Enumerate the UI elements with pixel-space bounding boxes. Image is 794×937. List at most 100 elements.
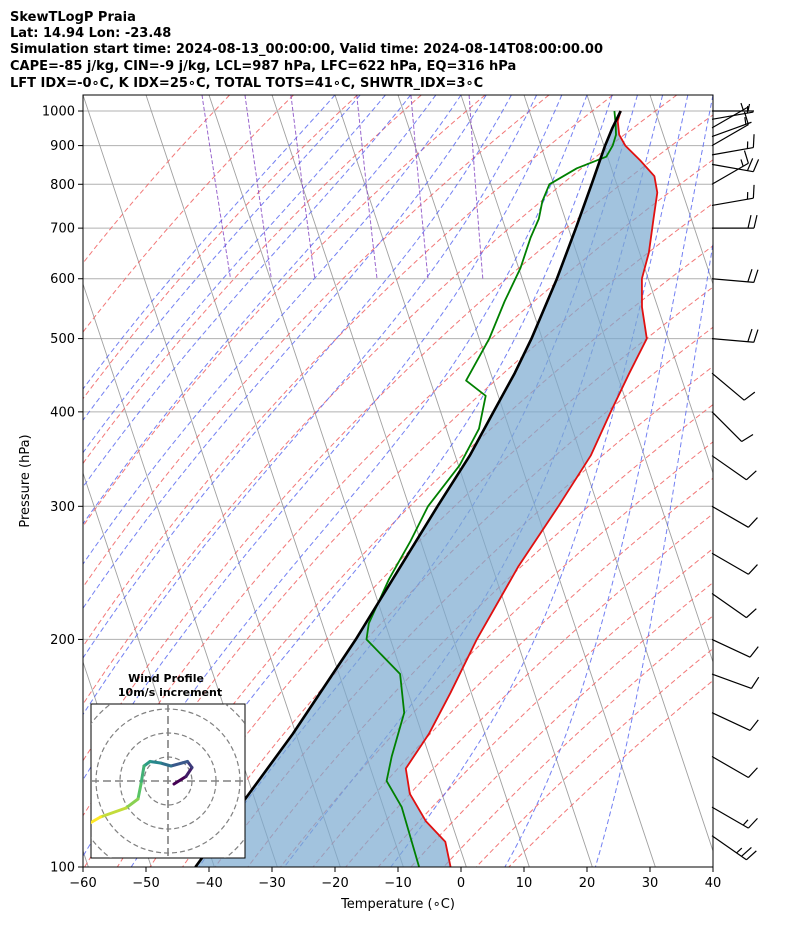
y-tick-label: 900 xyxy=(50,139,75,154)
barb-flag xyxy=(752,159,760,172)
dry-adiabat-line xyxy=(475,647,713,867)
mixing-ratio-line xyxy=(290,95,316,279)
barb-flag xyxy=(741,846,752,857)
x-axis-label: Temperature (∘C) xyxy=(340,897,455,912)
hodograph-segment xyxy=(139,764,146,786)
wind-barb xyxy=(711,806,758,829)
y-tick-label: 300 xyxy=(50,500,75,515)
wind-barb xyxy=(711,158,760,173)
x-tick-label: 10 xyxy=(516,876,533,891)
chart-title: SkewTLogP Praia xyxy=(10,10,136,25)
moist-adiabat-line xyxy=(504,95,713,867)
barb-staff xyxy=(711,162,749,185)
y-tick-label: 100 xyxy=(50,861,75,876)
moist-adiabat-line xyxy=(390,95,689,867)
wind-barb xyxy=(711,505,758,528)
barb-flag xyxy=(749,646,759,658)
x-tick-label: 40 xyxy=(705,876,722,891)
barb-flag xyxy=(753,269,759,283)
y-tick-label: 700 xyxy=(50,222,75,237)
barb-half-flag xyxy=(736,847,743,854)
wind-barb xyxy=(711,411,754,443)
barb-staff xyxy=(711,455,747,481)
wind-barb xyxy=(711,712,759,731)
moist-adiabat-line xyxy=(83,95,487,610)
mixing-ratio-line xyxy=(356,95,378,279)
wind-barb xyxy=(711,117,752,138)
barb-staff xyxy=(711,593,747,619)
wind-barb xyxy=(712,214,758,229)
moist-adiabat-line xyxy=(83,95,512,659)
dry-adiabat-line xyxy=(83,95,294,333)
wind-barb xyxy=(711,372,756,401)
wind-barb xyxy=(711,673,760,689)
isotherm-line xyxy=(649,95,713,286)
dry-adiabat-line xyxy=(83,95,550,588)
hodograph-segment xyxy=(148,760,162,765)
wind-barb xyxy=(711,134,755,156)
dry-adiabat-line xyxy=(83,95,614,648)
barb-half-flag xyxy=(742,819,749,826)
y-tick-label: 500 xyxy=(50,332,75,347)
barb-staff xyxy=(711,278,754,283)
wind-barbs xyxy=(711,102,760,861)
cin-area xyxy=(195,111,658,867)
y-tick-label: 200 xyxy=(50,633,75,648)
wind-barb xyxy=(711,552,758,575)
barb-flag xyxy=(753,329,759,343)
barb-staff xyxy=(711,806,749,829)
mixing-ratio-line xyxy=(410,95,429,279)
wind-barb xyxy=(711,328,759,343)
barb-flag xyxy=(743,391,756,401)
y-tick-label: 1000 xyxy=(42,105,75,120)
barb-staff xyxy=(711,337,754,343)
barb-flag xyxy=(746,850,757,861)
barb-flag xyxy=(746,470,757,481)
barb-flag xyxy=(747,268,753,283)
barb-staff xyxy=(711,372,745,401)
barb-flag xyxy=(749,719,759,731)
barb-staff xyxy=(711,638,751,658)
barb-flag xyxy=(743,150,749,164)
y-axis: 1000 900 800 700 600 500 400 300 200 100 xyxy=(42,105,83,876)
mixing-ratio-line xyxy=(201,95,231,279)
mixing-ratio-line xyxy=(468,95,484,279)
dry-adiabat-line xyxy=(83,95,230,264)
x-tick-label: 30 xyxy=(642,876,659,891)
x-tick-label: 0 xyxy=(457,876,465,891)
x-tick-label: −50 xyxy=(132,876,159,891)
barb-staff xyxy=(711,163,754,173)
barb-flag xyxy=(741,433,754,443)
barb-staff xyxy=(711,124,749,147)
x-tick-label: −10 xyxy=(384,876,411,891)
wind-barb xyxy=(711,593,757,619)
inset-subtitle: 10m/s increment xyxy=(118,686,222,699)
barb-half-flag xyxy=(744,117,747,125)
x-tick-label: −20 xyxy=(321,876,348,891)
barb-flag xyxy=(752,184,755,199)
y-tick-label: 600 xyxy=(50,272,75,287)
hodograph-segment xyxy=(159,761,173,768)
barb-half-flag xyxy=(740,159,744,167)
moist-adiabat-line xyxy=(83,95,563,781)
barb-flag xyxy=(747,817,758,829)
dry-adiabat-line xyxy=(410,581,713,867)
x-tick-label: −40 xyxy=(195,876,222,891)
barb-staff xyxy=(711,106,749,129)
wind-barb xyxy=(711,835,757,861)
barb-flag xyxy=(747,767,758,778)
barb-flag xyxy=(747,328,753,342)
y-axis-label: Pressure (hPa) xyxy=(18,434,33,527)
wind-barb xyxy=(711,268,759,283)
location-line: Lat: 14.94 Lon: -23.48 xyxy=(10,26,171,41)
x-axis: −60 −50 −40 −30 −20 −10 0 10 20 30 40 xyxy=(69,867,721,891)
barb-flag xyxy=(743,111,749,125)
wind-barb xyxy=(711,111,749,147)
inset-title: Wind Profile xyxy=(128,672,204,685)
moist-adiabat-line xyxy=(130,95,613,867)
isotherm-line xyxy=(271,95,530,867)
dry-adiabat-line xyxy=(443,615,713,867)
barb-staff xyxy=(711,146,754,156)
cape-line: CAPE=-85 j/kg, CIN=-9 j/kg, LCL=987 hPa,… xyxy=(10,59,516,74)
